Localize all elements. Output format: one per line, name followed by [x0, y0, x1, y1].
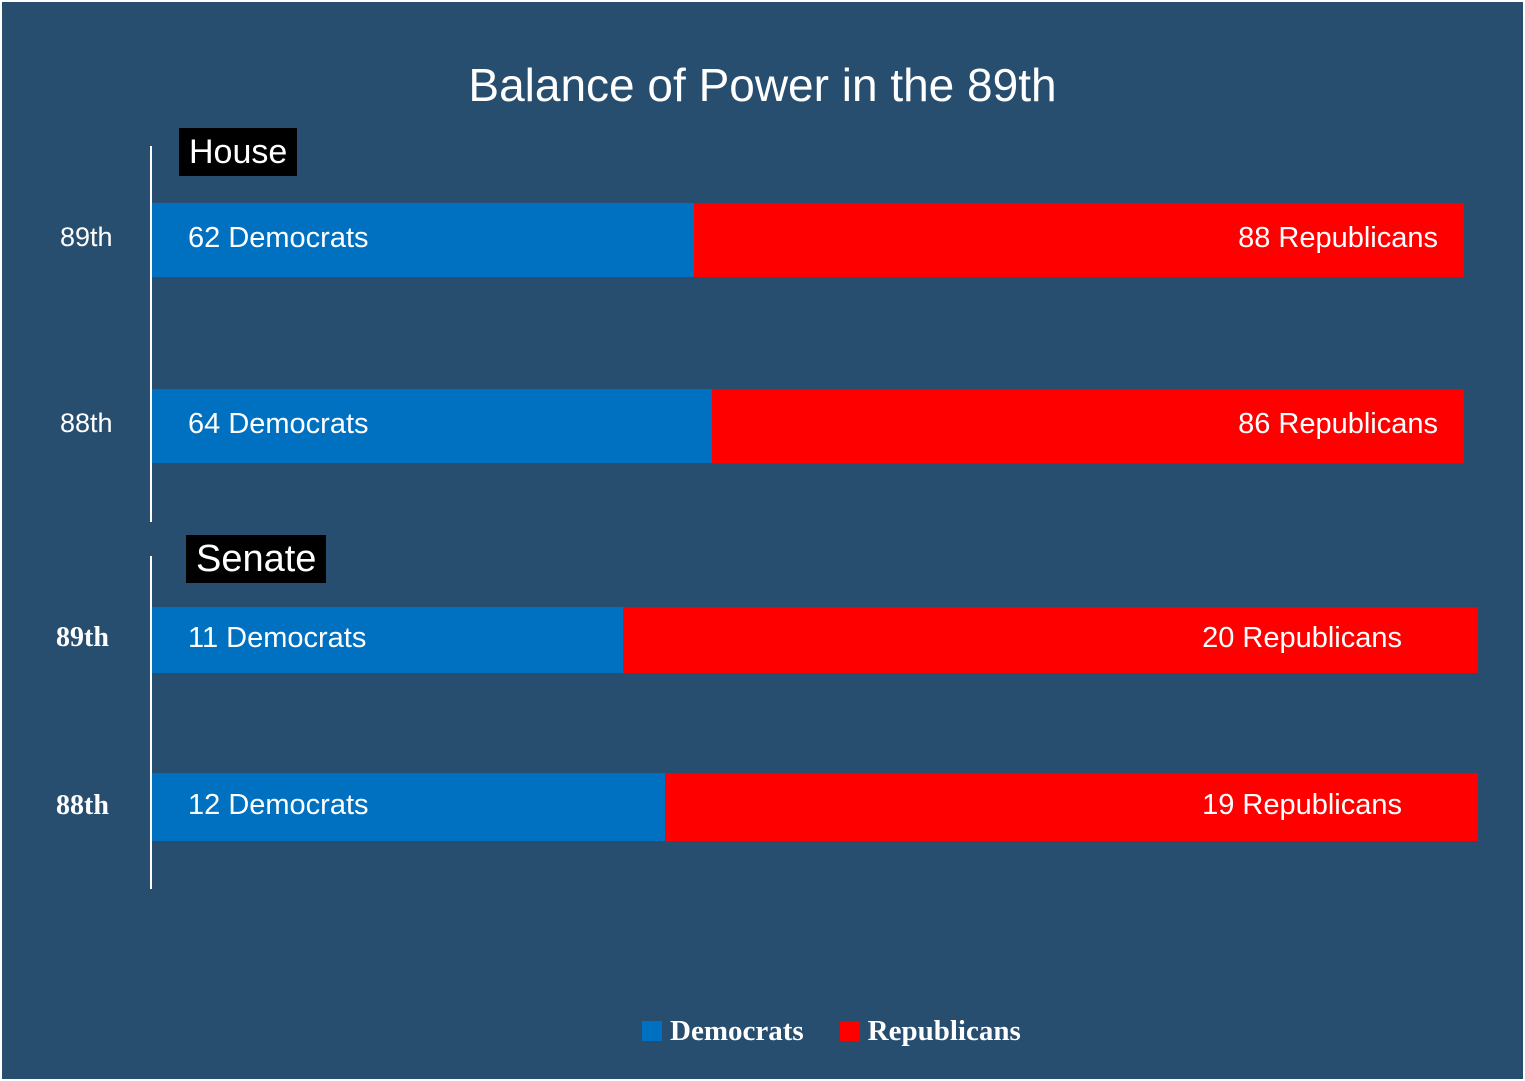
legend-label-republicans: Republicans — [867, 1014, 1021, 1047]
house-axis-line — [150, 146, 152, 522]
house-bar-republicans-88th — [712, 389, 1464, 463]
chart-title: Balance of Power in the 89th — [468, 59, 1057, 111]
senate-data-label-republicans-89th: 20 Republicans — [1202, 622, 1402, 654]
senate-section-label: Senate — [186, 535, 327, 583]
senate-axis-line — [150, 556, 152, 889]
legend-swatch-democrats — [642, 1021, 662, 1041]
house-data-label-republicans-88th: 86 Republicans — [1238, 408, 1438, 440]
house-row-label-88th: 88th — [60, 408, 113, 438]
house-section-label: House — [179, 128, 298, 176]
house-data-label-democrats-88th: 64 Democrats — [188, 408, 369, 440]
legend-label-democrats: Democrats — [670, 1014, 804, 1047]
house-bar-democrats-88th — [152, 389, 712, 463]
house-bar-republicans-89th — [694, 203, 1464, 277]
chart-legend: Democrats Republicans — [642, 1010, 1057, 1052]
house-data-label-democrats-89th: 62 Democrats — [188, 222, 369, 254]
senate-data-label-republicans-88th: 19 Republicans — [1202, 789, 1402, 821]
senate-bar-democrats-88th — [152, 773, 665, 841]
house-data-label-republicans-89th: 88 Republicans — [1238, 222, 1438, 254]
senate-row-label-88th: 88th — [56, 790, 109, 821]
senate-bar-republicans-89th — [623, 607, 1478, 673]
senate-bar-republicans-88th — [665, 773, 1478, 841]
legend-item-republicans: Republicans — [839, 1014, 1021, 1048]
house-row-label-89th: 89th — [60, 222, 113, 252]
senate-bar-democrats-89th — [152, 607, 623, 673]
legend-item-democrats: Democrats — [642, 1015, 804, 1048]
house-bar-democrats-89th — [152, 203, 694, 277]
legend-swatch-republicans — [839, 1021, 860, 1041]
senate-data-label-democrats-88th: 12 Democrats — [188, 789, 369, 821]
senate-row-label-89th: 89th — [56, 622, 109, 653]
senate-data-label-democrats-89th: 11 Democrats — [188, 622, 367, 654]
